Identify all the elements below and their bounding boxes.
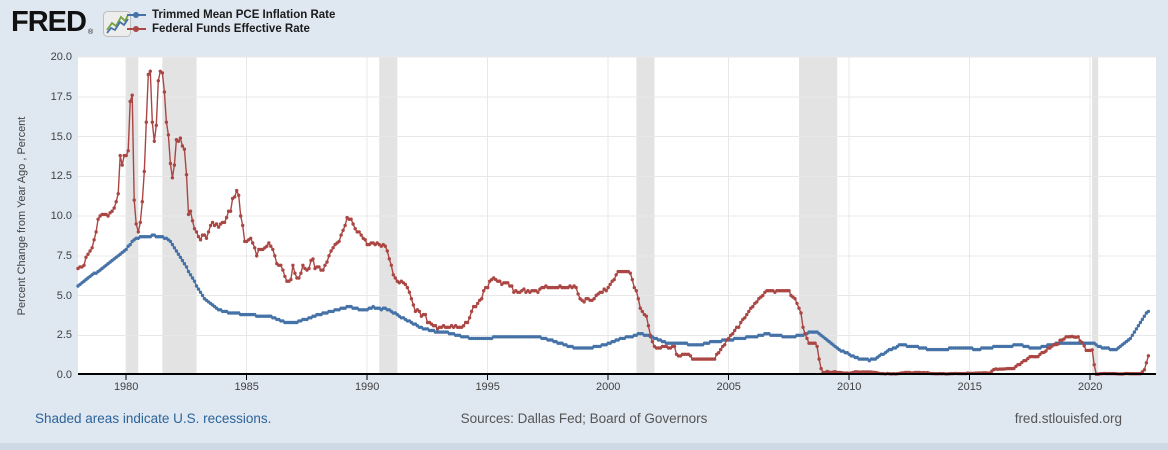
chart-plot-area[interactable] bbox=[76, 56, 1156, 380]
x-axis-tick-label: 1990 bbox=[354, 381, 380, 393]
y-axis-tick-label: 2.5 bbox=[56, 329, 72, 342]
recession-note-link[interactable]: Shaded areas indicate U.S. recessions. bbox=[35, 411, 272, 426]
registered-trademark: ® bbox=[88, 29, 94, 36]
line-chart-icon bbox=[103, 11, 131, 37]
legend-item-federal-funds[interactable]: Federal Funds Effective Rate bbox=[127, 22, 335, 36]
x-axis-tick-label: 2000 bbox=[595, 381, 621, 393]
fred-logo-text: FRED bbox=[11, 6, 87, 38]
legend-marker-blue bbox=[127, 11, 146, 18]
y-axis-tick-label: 12.5 bbox=[50, 170, 72, 183]
fred-logo[interactable]: FRED ® bbox=[11, 3, 131, 43]
fred-site-link[interactable]: fred.stlouisfed.org bbox=[1014, 411, 1122, 426]
y-axis-tick-label: 7.5 bbox=[56, 249, 72, 262]
legend-marker-red bbox=[127, 25, 146, 32]
legend: Trimmed Mean PCE Inflation Rate Federal … bbox=[127, 8, 335, 36]
series-line-federal-funds-effective-rate bbox=[76, 69, 1151, 376]
legend-label[interactable]: Federal Funds Effective Rate bbox=[152, 23, 310, 35]
legend-item-trimmed-mean-pce[interactable]: Trimmed Mean PCE Inflation Rate bbox=[127, 8, 335, 22]
legend-label[interactable]: Trimmed Mean PCE Inflation Rate bbox=[152, 9, 336, 21]
bottom-strip bbox=[0, 443, 1168, 450]
series-line-trimmed-mean-pce-inflation-rate bbox=[76, 233, 1151, 363]
sources-text: Sources: Dallas Fed; Board of Governors bbox=[460, 411, 708, 426]
y-axis-tick-label: 17.5 bbox=[50, 90, 72, 103]
x-axis-tick-label: 2005 bbox=[716, 381, 741, 393]
y-axis-tick-label: 10.0 bbox=[50, 210, 72, 222]
y-axis-tick-label: 0.0 bbox=[56, 369, 72, 381]
x-axis-tick-label: 2020 bbox=[1077, 381, 1103, 393]
y-axis-tick-label: 15.0 bbox=[50, 130, 72, 143]
x-axis-tick-label: 2010 bbox=[836, 381, 862, 393]
x-axis-tick-label: 2015 bbox=[957, 381, 982, 393]
y-axis-tick-label: 5.0 bbox=[56, 289, 72, 302]
x-axis-tick-label: 1985 bbox=[234, 381, 259, 393]
y-axis-tick-label: 20.0 bbox=[50, 51, 72, 63]
x-axis-tick-label: 1995 bbox=[475, 381, 500, 393]
x-axis-tick-label: 1980 bbox=[113, 381, 139, 393]
